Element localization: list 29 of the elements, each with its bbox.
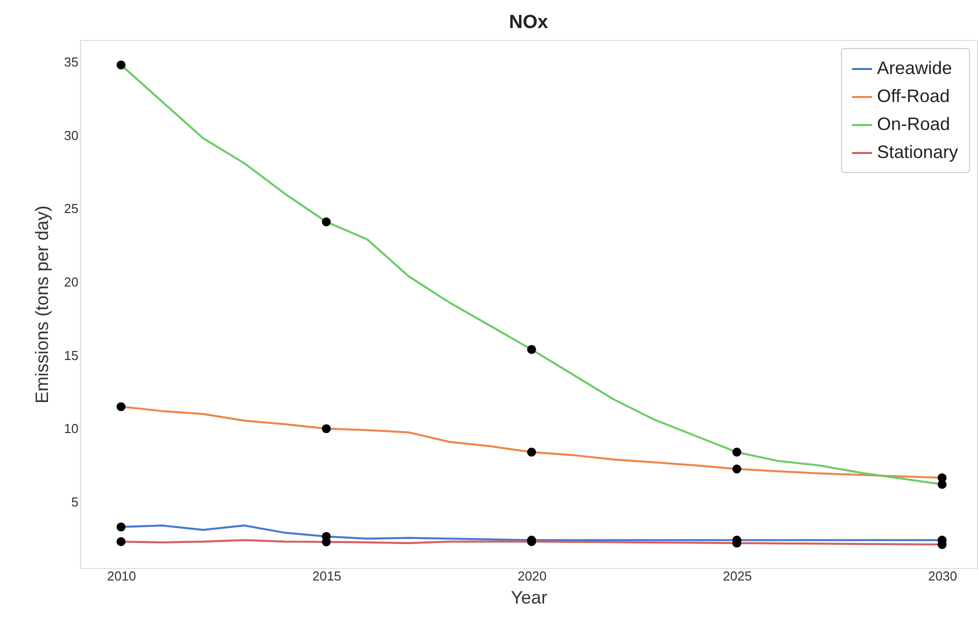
y-tick-label: 10	[64, 421, 78, 436]
x-axis-title: Year	[510, 588, 548, 608]
y-tick-label: 30	[64, 128, 78, 143]
chart-title: NOx	[508, 12, 548, 33]
point	[732, 464, 742, 474]
y-tick-label: 25	[64, 201, 78, 216]
point	[527, 448, 536, 457]
y-tick-label: 35	[64, 54, 78, 70]
legend-label: Off-Road	[877, 86, 950, 106]
legend-label: On-Road	[877, 114, 950, 134]
x-tick-label: 2020	[518, 568, 547, 584]
point	[322, 424, 331, 434]
point	[116, 402, 126, 412]
y-tick-label: 20	[64, 274, 78, 290]
y-axis-title: Emissions (tons per day)	[32, 205, 52, 404]
point	[322, 217, 331, 226]
legend-label: Stationary	[877, 142, 958, 162]
point	[732, 448, 742, 457]
x-tick-label: 2030	[928, 568, 958, 584]
x-tick-label: 2010	[107, 568, 136, 584]
legend-label: Areawide	[877, 58, 952, 78]
point	[527, 345, 536, 354]
y-tick-label: 15	[64, 348, 78, 363]
x-tick-label: 2025	[722, 568, 752, 584]
point	[116, 60, 126, 70]
point	[116, 537, 126, 546]
point	[116, 522, 126, 532]
y-tick-label: 5	[71, 494, 78, 510]
x-tick-label: 2015	[312, 568, 342, 584]
